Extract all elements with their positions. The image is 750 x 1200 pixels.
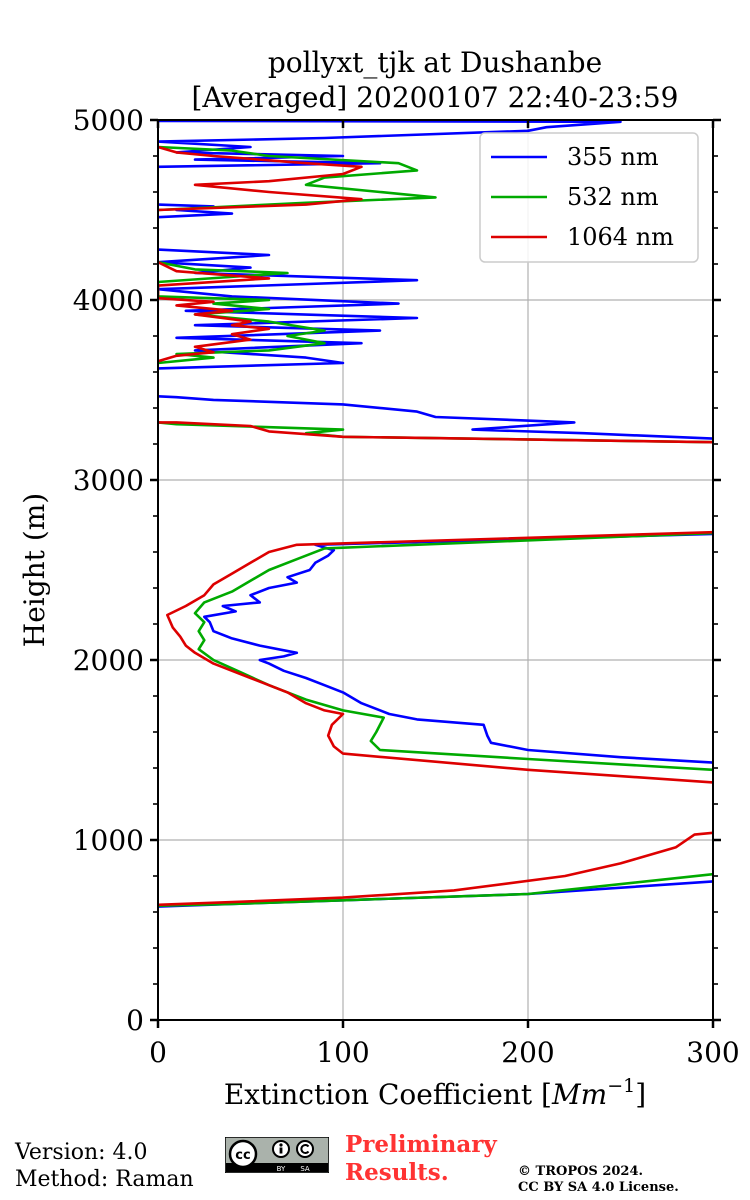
- preliminary-results-label: Preliminary Results.: [345, 1131, 497, 1187]
- y-tick-label: 3000: [73, 464, 144, 497]
- chart-title-line1: pollyxt_tjk at Dushanbe: [268, 46, 602, 79]
- legend-box: [479, 132, 699, 263]
- series-line-1064-nm: [158, 145, 713, 907]
- series-line-532-nm: [158, 145, 713, 907]
- x-tick-label: 200: [501, 1036, 554, 1069]
- y-tick-label: 1000: [73, 824, 144, 857]
- x-axis-label: Extinction Coefficient [Mm−1]: [224, 1075, 646, 1111]
- x-tick-label: 0: [149, 1036, 167, 1069]
- sa-text: SA: [300, 1165, 310, 1173]
- copyright-line2: CC BY SA 4.0 License.: [518, 1180, 679, 1195]
- x-tick-label: 100: [316, 1036, 369, 1069]
- y-tick-label: 5000: [73, 104, 144, 137]
- extinction-profile-chart: pollyxt_tjk at Dushanbe [Averaged] 20200…: [18, 46, 740, 1111]
- y-tick-label: 2000: [73, 644, 144, 677]
- legend-label: 355 nm: [567, 143, 659, 171]
- legend-label: 532 nm: [567, 183, 659, 211]
- y-tick-label: 0: [126, 1004, 144, 1037]
- x-tick-label: 300: [686, 1036, 739, 1069]
- y-tick-label: 4000: [73, 284, 144, 317]
- legend-label: 1064 nm: [567, 223, 674, 251]
- preliminary-line1: Preliminary: [345, 1131, 497, 1158]
- chart-title-line2: [Averaged] 20200107 22:40-23:59: [192, 81, 679, 114]
- y-axis-label: Height (m): [18, 493, 51, 647]
- cc-by-sa-icon: cc BY SA: [225, 1137, 329, 1173]
- method-text: Method: Raman: [15, 1167, 194, 1192]
- by-text: BY: [277, 1165, 286, 1173]
- legend: 355 nm 532 nm 1064 nm: [479, 132, 699, 263]
- copyright-notice: © TROPOS 2024. CC BY SA 4.0 License.: [518, 1164, 679, 1196]
- series-group: [158, 120, 713, 908]
- preliminary-line2: Results.: [345, 1159, 449, 1186]
- cc-text: cc: [235, 1148, 250, 1163]
- plot-frame: [157, 119, 714, 1021]
- copyright-line1: © TROPOS 2024.: [518, 1164, 644, 1179]
- version-text: Version: 4.0: [15, 1140, 148, 1165]
- plot-area: [158, 120, 713, 908]
